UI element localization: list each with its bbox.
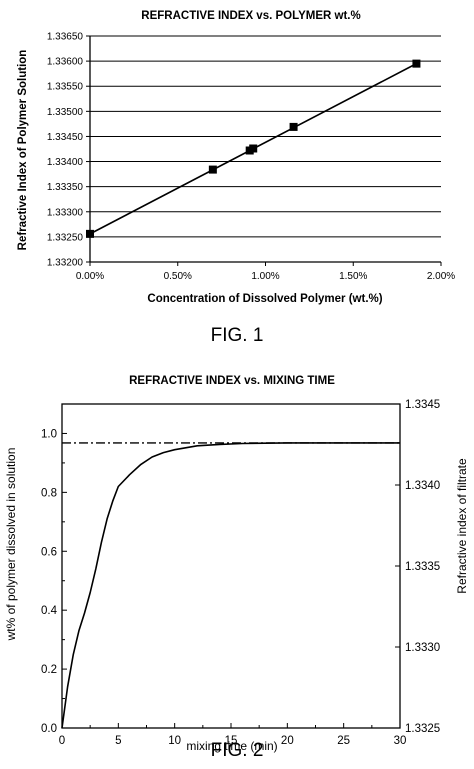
- chart2-x-tick-label: 30: [394, 735, 407, 747]
- chart1-y-tick-label: 1.33300: [47, 207, 84, 218]
- chart1-y-tick-label: 1.33450: [47, 132, 84, 143]
- chart2-y-tick-label: 0.0: [41, 723, 57, 735]
- chart1-y-tick-label: 1.33350: [47, 182, 84, 193]
- chart2-x-axis-label: mixing time (min): [186, 739, 277, 753]
- chart2-x-ticks: 0 5 10 15 20 25 30: [59, 723, 407, 747]
- chart1-x-tick-label: 2.00%: [427, 271, 455, 282]
- chart2-y2-tick-label: 1.3345: [405, 399, 440, 411]
- chart2-y2-tick-label: 1.3340: [405, 480, 440, 492]
- chart2-left-y-ticks: 0.0 0.2 0.4 0.6 0.8 1.0: [41, 403, 67, 735]
- chart2-plot-frame: [61, 403, 401, 729]
- chart1-data-point: [249, 144, 258, 153]
- chart1-data-point: [289, 122, 298, 131]
- chart1-y-tick-label: 1.33500: [47, 107, 84, 118]
- chart2-x-tick-label: 15: [225, 735, 238, 747]
- chart1-x-tick-label: 0.50%: [164, 271, 192, 282]
- chart2-right-y-ticks: 1.3325 1.3330 1.3335 1.3340 1.3345: [395, 399, 440, 735]
- chart1-data-point: [208, 165, 217, 174]
- chart1-y-tick-label: 1.33550: [47, 82, 84, 93]
- chart2-title: REFRACTIVE INDEX vs. MIXING TIME: [129, 375, 335, 387]
- figure-2-caption: FIG. 2: [211, 740, 264, 761]
- chart2-y2-tick-label: 1.3335: [405, 561, 440, 573]
- chart2-y-axis-label: wt% of polymer dissolved in solution: [4, 448, 18, 642]
- chart1-y-ticks: 1.33200 1.33250 1.33300 1.33350 1.33400 1.334…: [47, 32, 90, 269]
- chart2-x-tick-label: 20: [281, 735, 294, 747]
- chart2-y2-tick-label: 1.3330: [405, 642, 440, 654]
- chart1-y-tick-label: 1.33600: [47, 57, 84, 68]
- chart1-x-axis-label: Concentration of Dissolved Polymer (wt.%…: [147, 293, 382, 305]
- chart2-x-tick-label: 10: [168, 735, 181, 747]
- chart2-y-tick-label: 0.8: [41, 487, 57, 499]
- chart1-y-axis-label: Refractive Index of Polymer Solution: [17, 50, 29, 251]
- chart1-y-tick-label: 1.33400: [47, 157, 84, 168]
- chart1-x-tick-label: 1.50%: [339, 271, 367, 282]
- chart2-y2-tick-label: 1.3325: [405, 723, 440, 735]
- chart1-x-tick-label: 0.00%: [76, 271, 104, 282]
- chart1-x-tick-label: 1.00%: [251, 271, 279, 282]
- chart2-x-tick-label: 25: [337, 735, 350, 747]
- chart2-y-tick-label: 0.6: [41, 546, 57, 558]
- chart1-data-point: [412, 59, 421, 68]
- chart2-y-tick-label: 1.0: [41, 428, 57, 440]
- chart2-series-group: [61, 442, 400, 729]
- chart2-y2-axis-label: Refractive index of filtrate: [455, 458, 469, 594]
- chart2-y-tick-label: 0.4: [41, 605, 58, 617]
- chart1-gridlines: [90, 35, 441, 238]
- chart1-title: REFRACTIVE INDEX vs. POLYMER wt.%: [141, 10, 360, 22]
- chart-refractive-index-vs-polymer: REFRACTIVE INDEX vs. POLYMER wt.% 1.3320…: [17, 10, 455, 305]
- chart1-data-point: [86, 229, 94, 238]
- chart1-y-tick-label: 1.33650: [47, 32, 84, 43]
- chart2-x-tick-label: 0: [59, 735, 65, 747]
- chart2-dissolved-curve: [61, 442, 400, 729]
- chart-refractive-index-vs-mixing-time: REFRACTIVE INDEX vs. MIXING TIME 0.00.20…: [4, 375, 469, 753]
- chart1-y-tick-label: 1.33200: [47, 258, 84, 269]
- chart1-data-points: [86, 59, 421, 238]
- chart1-x-ticks: 0.00% 0.50% 1.00% 1.50% 2.00%: [76, 262, 455, 282]
- chart1-y-tick-label: 1.33250: [47, 232, 84, 243]
- chart2-y-tick-label: 0.2: [41, 664, 57, 676]
- chart2-x-tick-label: 5: [115, 735, 121, 747]
- figure-1-caption: FIG. 1: [211, 325, 264, 346]
